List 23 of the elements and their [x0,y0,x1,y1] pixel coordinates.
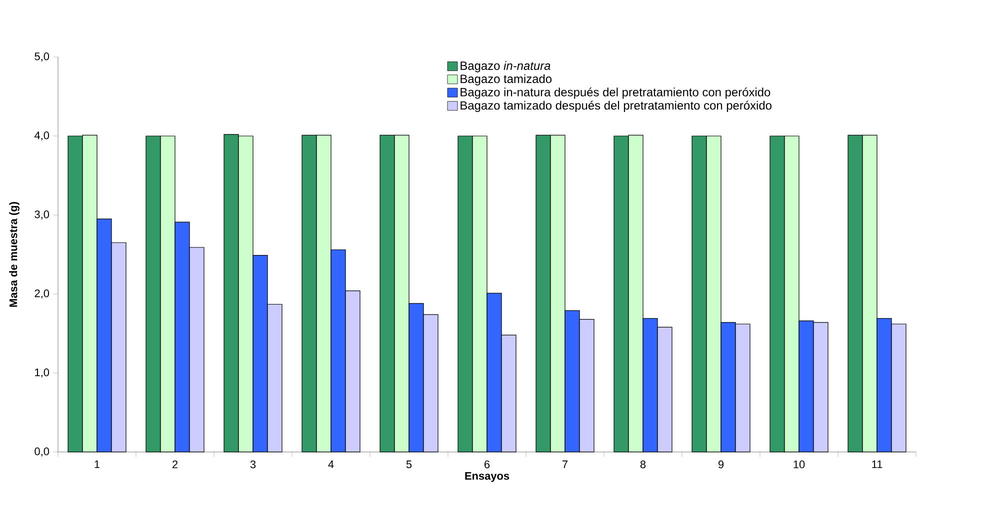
x-tick-label: 2 [172,460,178,468]
x-tick-label: 4 [328,460,334,468]
legend-label: Bagazo in-natura [460,61,550,72]
y-tick-label: 2,0 [34,289,50,299]
legend-label: Bagazo tamizado [460,74,552,86]
legend-label: Bagazo in-natura después del pretratamiento con peróxido [460,87,770,99]
x-tick-label: 6 [484,460,490,468]
x-tick-label: 9 [718,460,724,468]
x-axis-title: Ensayos [465,472,510,482]
y-tick-label: 5,0 [34,52,50,62]
y-tick-label: 0,0 [34,447,50,457]
y-axis-title: Masa de muestra (g) [9,202,20,307]
x-tick-label: 7 [562,460,568,468]
x-tick-label: 3 [250,460,256,468]
x-tick-label: 5 [406,460,412,468]
legend-label: Bagazo tamizado después del pretratamiento con peróxido [460,100,772,112]
x-tick-label: 11 [872,460,882,468]
x-tick-label: 8 [640,460,646,468]
y-tick-label: 4,0 [34,131,50,141]
x-tick-label: 1 [94,460,100,468]
x-tick-label: 10 [794,460,805,468]
y-tick-label: 3,0 [34,210,50,220]
y-tick-label: 1,0 [35,368,50,378]
